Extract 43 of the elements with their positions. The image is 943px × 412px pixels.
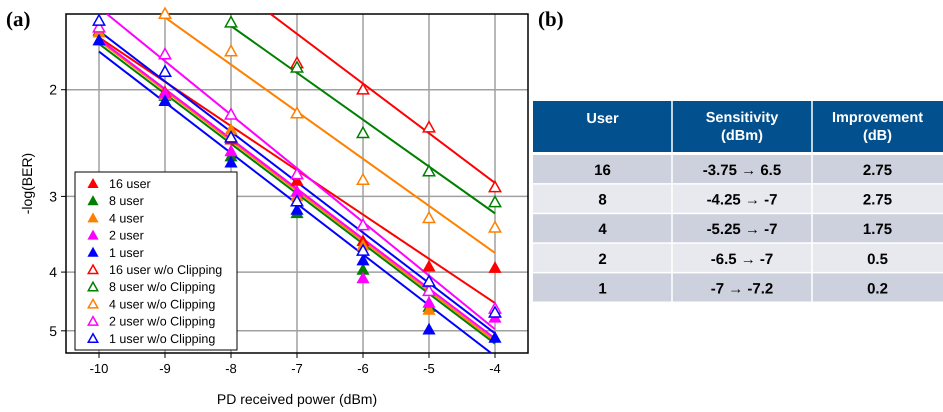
text: -6.5 → -7 — [710, 250, 774, 268]
text: 2.75 — [862, 192, 892, 209]
y-tick-label: 2 — [49, 82, 58, 98]
legend-label: 2 user — [109, 228, 144, 243]
text: -5.25 → -7 — [706, 221, 778, 238]
x-tick-label: -8 — [225, 361, 237, 376]
text: 16 — [594, 162, 611, 179]
text: 2.75 — [862, 162, 892, 179]
x-tick-label: -4 — [489, 361, 501, 376]
legend-label: 4 user w/o Clipping — [109, 297, 216, 312]
category-label: Improvement (dB) — [832, 110, 924, 144]
legend-label: 16 user w/o Clipping — [109, 263, 222, 277]
text: 4 — [598, 221, 607, 238]
y-tick-label: 4 — [49, 264, 58, 280]
legend-label: 1 user — [109, 246, 144, 260]
text: 2 — [598, 250, 607, 268]
category-label: User — [586, 111, 619, 127]
category-label: Sensitivity (dBm) — [706, 110, 778, 144]
text: -7 → -7.2 — [710, 280, 774, 298]
y-axis-title: -log(BER) — [19, 152, 35, 214]
x-tick-label: -5 — [423, 361, 435, 376]
text: 0.5 — [867, 250, 888, 268]
text: 1 — [598, 280, 607, 298]
text: 1.75 — [862, 221, 892, 238]
legend-label: 16 user — [109, 177, 151, 191]
legend-label: 1 user w/o Clipping — [109, 332, 216, 346]
y-tick-label: 3 — [49, 188, 58, 204]
text: -4.25 → -7 — [706, 192, 778, 209]
chart-title: (a) — [6, 7, 30, 31]
x-tick-label: -7 — [291, 361, 303, 376]
text: 0.2 — [867, 280, 888, 298]
text: (b) — [538, 7, 564, 31]
x-tick-label: -6 — [357, 361, 369, 376]
x-tick-label: -9 — [159, 361, 171, 376]
text: 8 — [598, 192, 607, 209]
legend-label: 4 user — [109, 211, 144, 226]
legend-label: 8 user w/o Clipping — [109, 280, 216, 294]
y-tick-label: 5 — [49, 322, 58, 339]
legend-label: 8 user — [109, 194, 144, 208]
text: -3.75 → 6.5 — [702, 162, 782, 179]
x-axis-title: PD received power (dBm) — [216, 391, 378, 407]
x-tick-label: -10 — [90, 361, 108, 376]
legend-label: 2 user w/o Clipping — [109, 314, 216, 329]
